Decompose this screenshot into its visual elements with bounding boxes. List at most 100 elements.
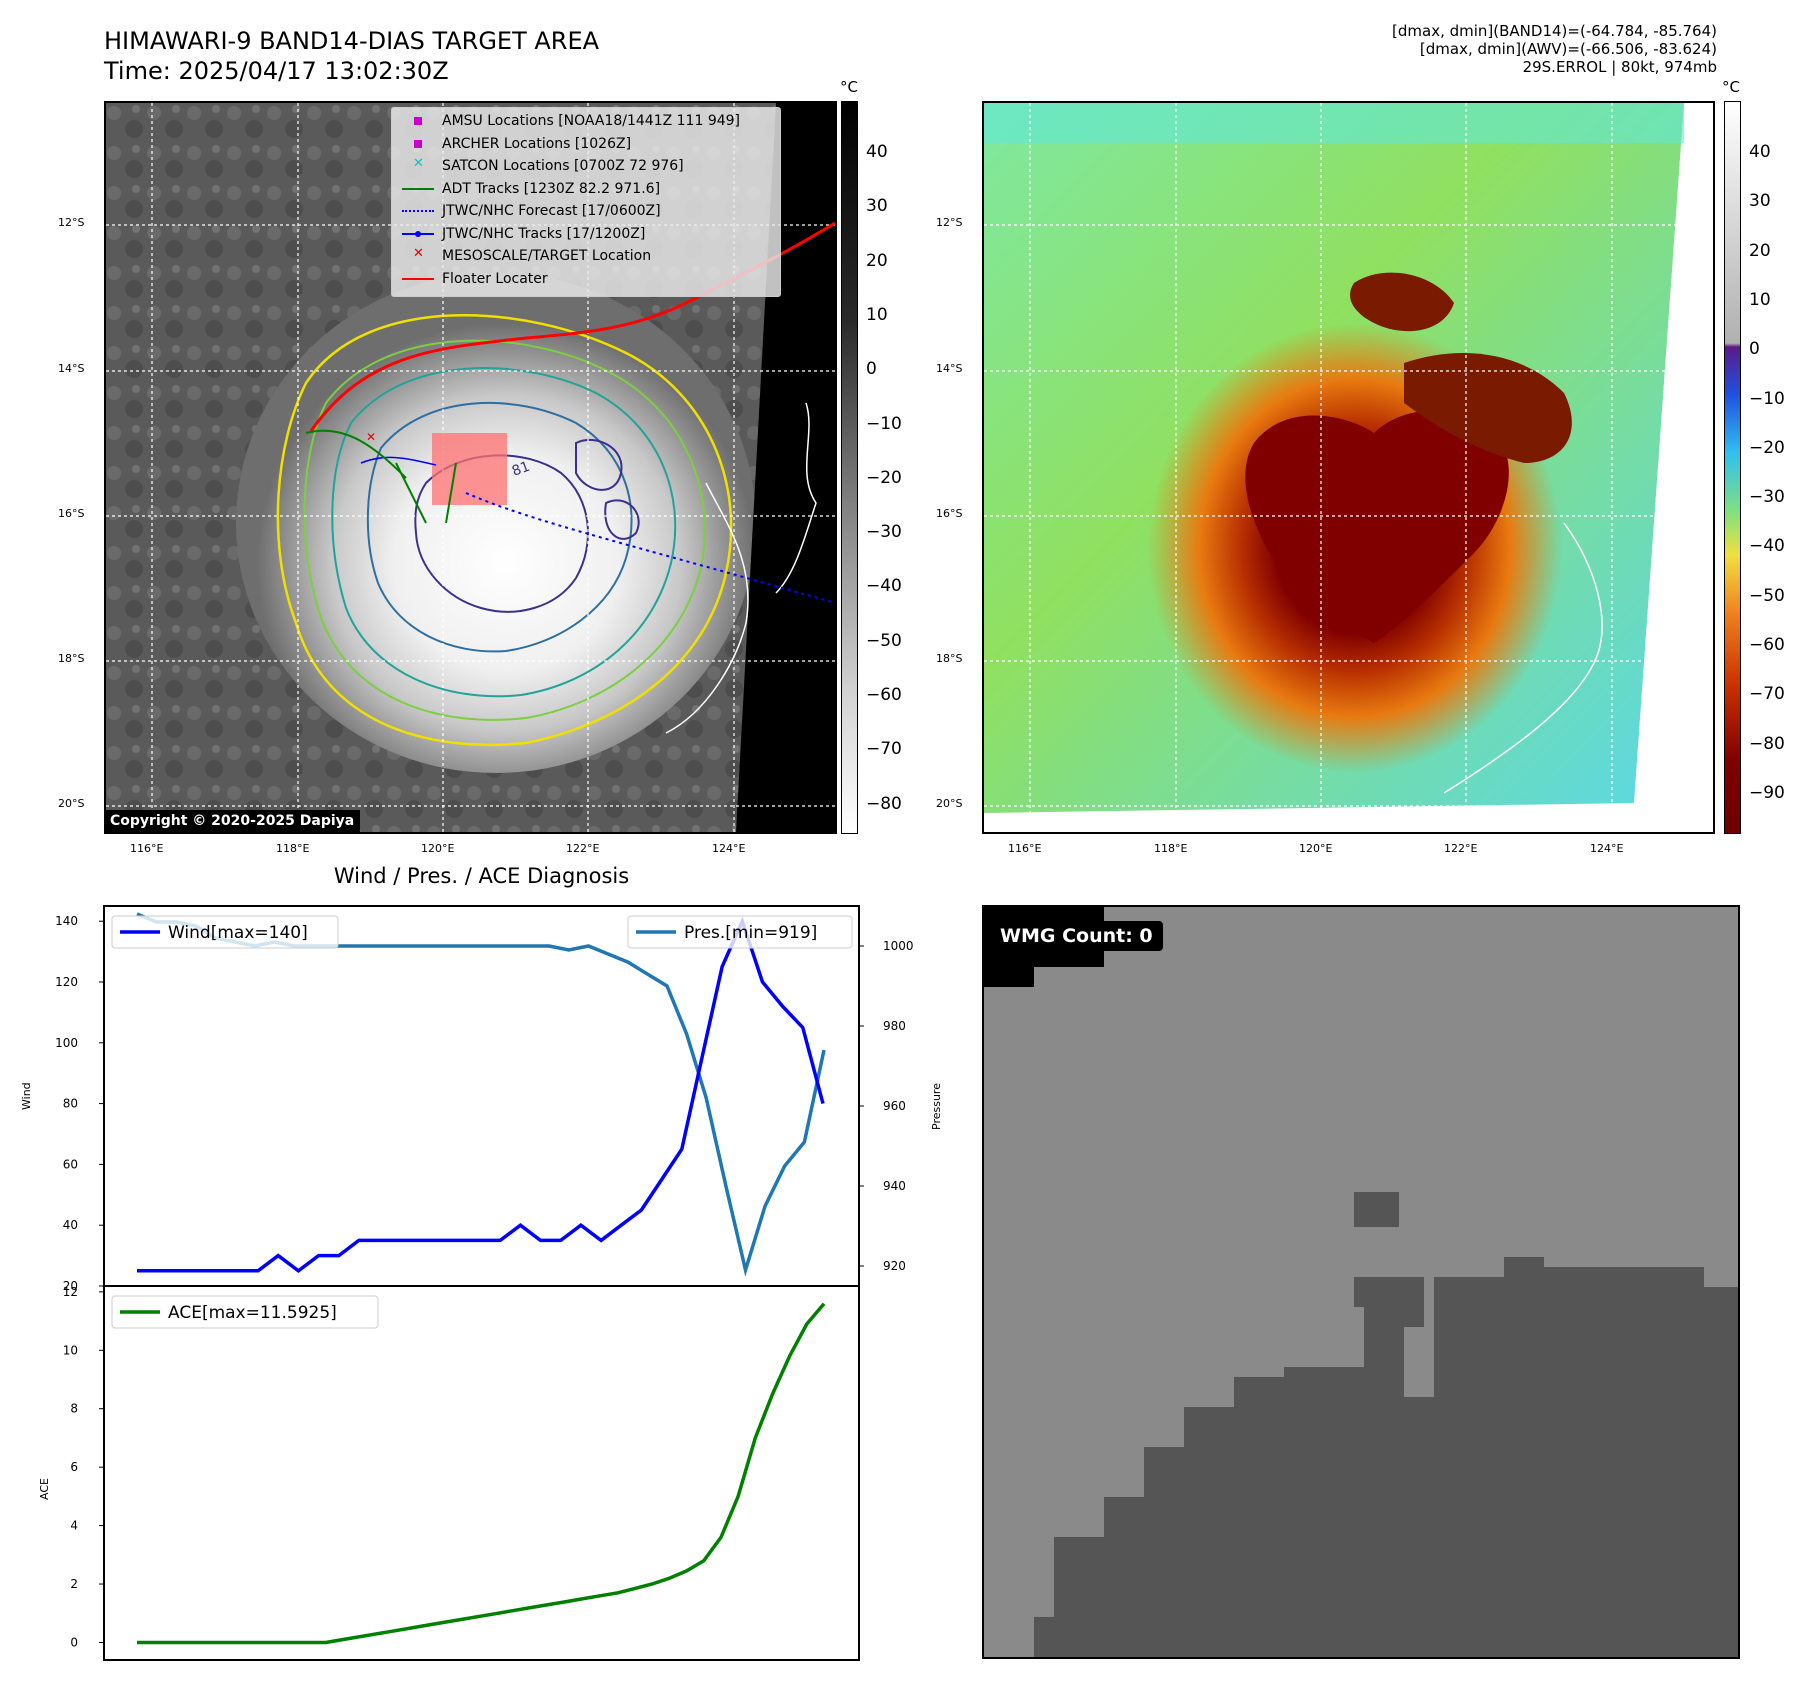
colorbar-tick-label: −70 xyxy=(1749,684,1785,705)
wmg-panel: WMG Count: 0 xyxy=(982,905,1740,1659)
color-map-canvas xyxy=(984,103,1713,832)
ir-map-panel: 81 ✕ AMSU Locations [NOAA18/1441Z 111 94… xyxy=(104,101,837,834)
wind-tick-label: 100 xyxy=(55,1036,78,1050)
lon-tick-label: 122°E xyxy=(566,842,600,855)
outer-band-convection xyxy=(1404,353,1572,463)
wmg-small-patch xyxy=(1354,1192,1399,1227)
adt-track xyxy=(305,429,457,524)
legend-item: JTWC/NHC Tracks [17/1200Z] xyxy=(400,226,645,246)
colorbar-tick-label: −30 xyxy=(1749,487,1785,508)
pressure-legend-label: Pres.[min=919] xyxy=(684,923,817,943)
gray-colorbar-unit: °C xyxy=(840,78,858,96)
legend-marker xyxy=(400,113,436,129)
info-line-3: 29S.ERROL | 80kt, 974mb xyxy=(1522,58,1717,76)
colorbar-tick-label: 0 xyxy=(1749,339,1760,360)
pressure-tick-label: 920 xyxy=(883,1259,906,1273)
wind-legend-label: Wind[max=140] xyxy=(168,923,308,943)
colorbar-tick-label: 10 xyxy=(1749,289,1771,310)
lon-tick-label: 120°E xyxy=(421,842,455,855)
legend-item: JTWC/NHC Forecast [17/0600Z] xyxy=(400,203,661,223)
lon-tick-label: 124°E xyxy=(712,842,746,855)
upper-cool-band xyxy=(984,103,1684,143)
wind-tick-label: 140 xyxy=(55,914,78,928)
colorbar-tick-label: −80 xyxy=(866,793,902,814)
color-map-gridlines xyxy=(984,103,1713,832)
legend-label: JTWC/NHC Forecast [17/0600Z] xyxy=(442,203,661,219)
legend-item: AMSU Locations [NOAA18/1441Z 111 949] xyxy=(400,113,740,133)
copyright-label: Copyright © 2020-2025 Dapiya xyxy=(106,810,361,832)
color-no-data xyxy=(1634,103,1713,832)
temperature-contours xyxy=(276,314,817,747)
legend-item: ✕ SATCON Locations [0700Z 72 976] xyxy=(400,156,684,178)
diagnosis-title: Wind / Pres. / ACE Diagnosis xyxy=(333,864,630,888)
ace-tick-label: 4 xyxy=(70,1519,78,1533)
legend-item: ADT Tracks [1230Z 82.2 971.6] xyxy=(400,181,660,201)
lon-tick-label: 118°E xyxy=(1154,842,1188,855)
lon-tick-label: 116°E xyxy=(1008,842,1042,855)
wind-series-line xyxy=(137,916,825,1273)
target-area-box xyxy=(432,433,507,505)
colorbar-tick-label: −90 xyxy=(1749,782,1785,803)
wind-tick-label: 20 xyxy=(63,1279,78,1293)
ace-tick-label: 2 xyxy=(70,1577,78,1591)
colorbar-tick-label: −40 xyxy=(866,576,902,597)
colorbar-tick-label: −30 xyxy=(866,522,902,543)
lat-tick-label: 12°S xyxy=(936,216,963,229)
wind-pressure-frame xyxy=(103,905,860,1287)
map-legend: AMSU Locations [NOAA18/1441Z 111 949] ARC… xyxy=(391,107,781,297)
colorbar-tick-label: 10 xyxy=(866,304,888,325)
wind-legend-box xyxy=(111,915,339,949)
pressure-legend-box xyxy=(627,915,853,949)
ace-legend-label: ACE[max=11.5925] xyxy=(168,1303,337,1323)
lat-tick-label: 20°S xyxy=(58,797,85,810)
wind-tick-label: 60 xyxy=(63,1157,78,1171)
pressure-tick-label: 960 xyxy=(883,1099,906,1113)
ace-tick-label: 6 xyxy=(70,1460,78,1474)
pressure-tick-label: 980 xyxy=(883,1019,906,1033)
colorbar-tick-label: −60 xyxy=(1749,635,1785,655)
wmg-count-label: WMG Count: 0 xyxy=(990,921,1163,951)
legend-marker xyxy=(400,203,436,219)
storm-info: [dmax, dmin](BAND14)=(-64.784, -85.764) … xyxy=(1392,22,1717,76)
lon-tick-label: 122°E xyxy=(1444,842,1478,855)
colorbar-tick-label: −50 xyxy=(1749,585,1785,606)
lat-tick-label: 14°S xyxy=(936,362,963,375)
outer-convection xyxy=(1350,272,1454,332)
lat-tick-label: 16°S xyxy=(936,507,963,520)
colorbar-tick-label: 40 xyxy=(866,142,888,162)
colorbar-tick-label: −80 xyxy=(1749,733,1785,754)
ace-tick-label: 12 xyxy=(63,1285,78,1299)
wmg-dark-patch xyxy=(1354,1277,1424,1367)
colorbar-tick-label: 0 xyxy=(866,359,877,380)
title-line-1: HIMAWARI-9 BAND14-DIAS TARGET AREA xyxy=(104,27,600,55)
lat-tick-label: 16°S xyxy=(58,507,85,520)
ace-frame xyxy=(103,1285,860,1661)
title-line-2: Time: 2025/04/17 13:02:30Z xyxy=(104,57,449,85)
pressure-tick-label: 940 xyxy=(883,1179,906,1193)
legend-marker xyxy=(400,226,436,242)
legend-label: MESOSCALE/TARGET Location xyxy=(442,248,652,264)
legend-item: Floater Locater xyxy=(400,271,548,291)
info-line-1: [dmax, dmin](BAND14)=(-64.784, -85.764) xyxy=(1392,22,1717,40)
legend-item: ARCHER Locations [1026Z] xyxy=(400,136,631,156)
mesoscale-target-marker: ✕ xyxy=(366,430,376,444)
colorbar-tick-label: 20 xyxy=(1749,240,1771,261)
colorbar-tick-label: −20 xyxy=(866,467,902,488)
lon-tick-label: 116°E xyxy=(130,842,164,855)
wmg-gray-overlay xyxy=(984,907,1738,1237)
legend-label: ADT Tracks [1230Z 82.2 971.6] xyxy=(442,180,661,197)
colorbar-tick-label: −10 xyxy=(866,413,902,434)
lat-tick-label: 20°S xyxy=(936,797,963,810)
legend-label: Floater Locater xyxy=(442,270,548,287)
colorbar-tick-label: −40 xyxy=(1749,536,1785,557)
legend-label: SATCON Locations [0700Z 72 976] xyxy=(442,158,684,174)
wmg-canvas xyxy=(984,907,1738,1657)
wmg-dark-area xyxy=(1034,1257,1738,1657)
contour-label: 81 xyxy=(510,459,532,480)
colorbar-tick-label: −20 xyxy=(1749,437,1785,458)
colorbar-tick-label: −10 xyxy=(1749,388,1785,409)
colorbar-tick-label: 20 xyxy=(866,250,888,271)
wind-tick-label: 80 xyxy=(63,1097,78,1111)
pressure-tick-label: 1000 xyxy=(883,939,914,953)
